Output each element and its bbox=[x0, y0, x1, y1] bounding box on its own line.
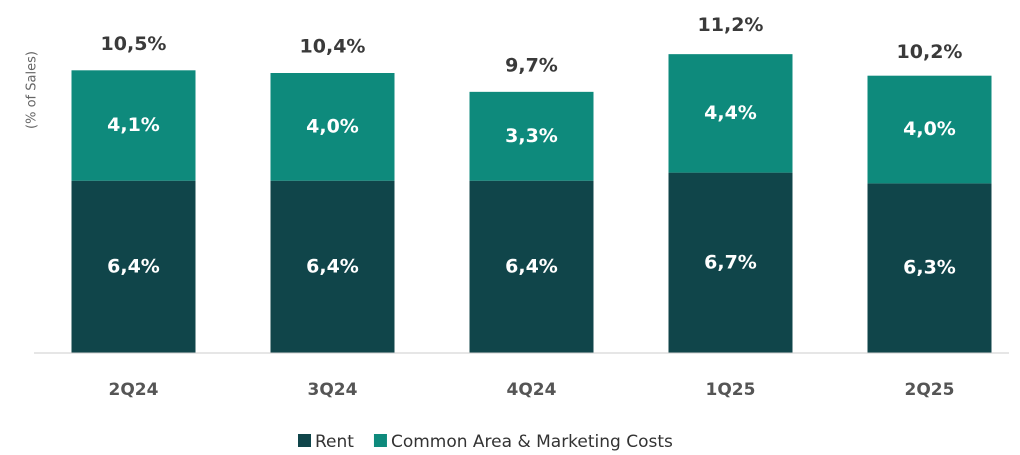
value-label: 6,4% bbox=[505, 255, 558, 277]
x-tick-label: 2Q24 bbox=[109, 380, 159, 400]
bar-segment bbox=[469, 91, 594, 181]
y-axis-label: (% of Sales) bbox=[25, 51, 40, 129]
total-label: 9,7% bbox=[505, 54, 558, 76]
total-label: 11,2% bbox=[698, 14, 764, 36]
total-label: 10,4% bbox=[300, 36, 366, 58]
value-label: 4,0% bbox=[903, 118, 956, 140]
legend-label: Rent bbox=[315, 432, 354, 452]
value-label: 6,4% bbox=[306, 255, 359, 277]
bar-segment bbox=[270, 180, 395, 353]
value-label: 6,4% bbox=[107, 255, 160, 277]
value-label: 4,1% bbox=[107, 114, 160, 136]
legend-swatch bbox=[373, 434, 387, 447]
legend-label: Common Area & Marketing Costs bbox=[391, 432, 673, 452]
value-label: 3,3% bbox=[505, 125, 558, 147]
total-label: 10,5% bbox=[101, 33, 167, 55]
bar-segment bbox=[668, 54, 793, 173]
total-label: 10,2% bbox=[897, 41, 963, 63]
x-tick-label: 3Q24 bbox=[308, 380, 358, 400]
x-tick-label: 4Q24 bbox=[507, 380, 557, 400]
bar-segment bbox=[270, 73, 395, 181]
bar-segment bbox=[71, 180, 196, 353]
bar-segment bbox=[867, 75, 992, 184]
bar-segment bbox=[71, 70, 196, 181]
bar-segment bbox=[668, 172, 793, 353]
bar-segment bbox=[867, 183, 992, 353]
value-label: 6,3% bbox=[903, 257, 956, 279]
x-tick-label: 1Q25 bbox=[706, 380, 756, 400]
value-label: 4,4% bbox=[704, 102, 757, 124]
x-tick-label: 2Q25 bbox=[905, 380, 955, 400]
legend-swatch bbox=[298, 434, 311, 447]
value-label: 4,0% bbox=[306, 115, 359, 137]
bar-segment bbox=[469, 180, 594, 353]
value-label: 6,7% bbox=[704, 251, 757, 273]
